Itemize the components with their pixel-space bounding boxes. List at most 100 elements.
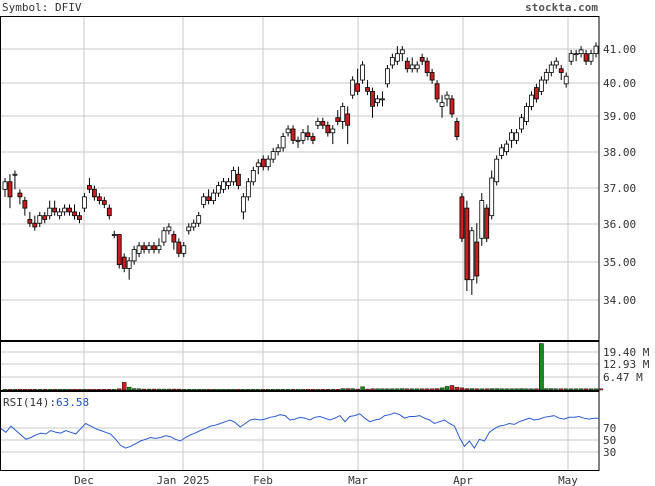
volume-tick-label: 6.47 M — [603, 371, 643, 384]
volume-bar — [151, 388, 157, 391]
volume-bar — [191, 389, 196, 391]
candle-body — [414, 64, 420, 70]
candle — [186, 223, 192, 235]
volume-bar — [469, 388, 475, 391]
candle-body — [509, 132, 514, 141]
candle-body — [265, 158, 271, 168]
candle-body — [67, 207, 72, 213]
candle — [77, 211, 82, 224]
candle-body — [504, 143, 510, 153]
candle — [355, 68, 361, 96]
candle-body — [245, 181, 251, 198]
candle — [136, 242, 142, 258]
volume-bar — [464, 388, 470, 391]
candle — [211, 189, 216, 205]
volume-bar — [22, 389, 28, 391]
candle-body — [355, 83, 361, 92]
candle-body — [548, 64, 554, 73]
volume-bar — [261, 389, 266, 391]
candle-body — [350, 79, 356, 96]
volume-bar — [424, 388, 430, 391]
volume-bar — [598, 388, 604, 391]
candle-body — [171, 234, 177, 243]
date-tick-label: Apr — [453, 474, 473, 486]
volume-bar — [47, 389, 52, 391]
volume-bar — [330, 389, 335, 391]
candle-body — [444, 94, 450, 100]
candle — [350, 76, 356, 99]
candle-body — [399, 49, 405, 55]
candle — [315, 117, 321, 130]
candle-body — [553, 60, 559, 66]
volume-bar — [474, 388, 480, 391]
volume-bar — [410, 388, 415, 391]
volume-bar — [439, 387, 445, 391]
candle — [67, 204, 72, 216]
volume-bar — [375, 388, 380, 391]
price-tick-label: 39.00 — [603, 110, 636, 123]
candle — [419, 53, 425, 65]
candle-body — [290, 128, 296, 141]
candle — [221, 178, 226, 194]
volume-bar — [226, 389, 231, 391]
candle-body — [474, 241, 480, 277]
rsi-value: 63.58 — [55, 396, 90, 409]
volume-bar — [62, 389, 67, 391]
candle — [166, 223, 172, 235]
candle-body — [325, 124, 331, 134]
candle-body — [583, 53, 589, 62]
candle-body — [300, 132, 306, 141]
volume-bar — [544, 388, 549, 391]
candle — [489, 170, 495, 220]
candle-body — [161, 230, 167, 243]
candle-body — [240, 196, 246, 213]
candle — [176, 238, 182, 258]
candle — [305, 125, 311, 141]
volume-bar — [489, 388, 494, 391]
volume-bar — [270, 389, 276, 391]
candle-body — [305, 132, 311, 137]
candle — [524, 102, 529, 126]
volume-bar — [340, 388, 345, 391]
volume-bar — [256, 389, 261, 391]
candle — [479, 193, 485, 246]
candle-body — [57, 211, 63, 217]
candle — [7, 174, 13, 209]
candle — [12, 170, 18, 190]
volume-bar — [161, 388, 167, 391]
volume-bar — [285, 389, 291, 391]
axis-labels: 41.00 40.00 39.00 38.00 37.00 36.00 35.00 34.00… — [74, 43, 650, 486]
candle-body — [370, 90, 375, 107]
candle-body — [236, 173, 241, 186]
candle-body — [87, 185, 92, 190]
candle-body — [454, 121, 460, 137]
candle-body — [126, 260, 132, 269]
candle — [583, 49, 589, 65]
volume-bar — [554, 388, 559, 391]
candle — [82, 193, 87, 212]
volume-bar — [365, 388, 370, 391]
candle — [454, 117, 460, 141]
candle — [335, 110, 341, 126]
candle-body — [166, 226, 172, 232]
rsi-tick-label: 30 — [603, 446, 616, 459]
candle — [32, 215, 38, 231]
candle-body — [464, 207, 470, 281]
candle — [300, 129, 306, 145]
candle — [52, 200, 58, 216]
volume-bar — [419, 388, 425, 391]
candle — [409, 57, 415, 73]
candle — [389, 53, 395, 69]
candle-body — [106, 207, 112, 217]
date-tick-label: Mar — [348, 474, 368, 486]
candle-body — [360, 64, 365, 81]
candle — [196, 211, 202, 227]
volume-bar — [499, 388, 504, 391]
candle — [37, 211, 43, 227]
volume-bar — [360, 386, 365, 391]
candle — [231, 166, 236, 186]
candle — [345, 106, 351, 145]
candle-body — [409, 64, 415, 70]
volume-bar — [181, 389, 186, 391]
candle — [216, 181, 221, 197]
